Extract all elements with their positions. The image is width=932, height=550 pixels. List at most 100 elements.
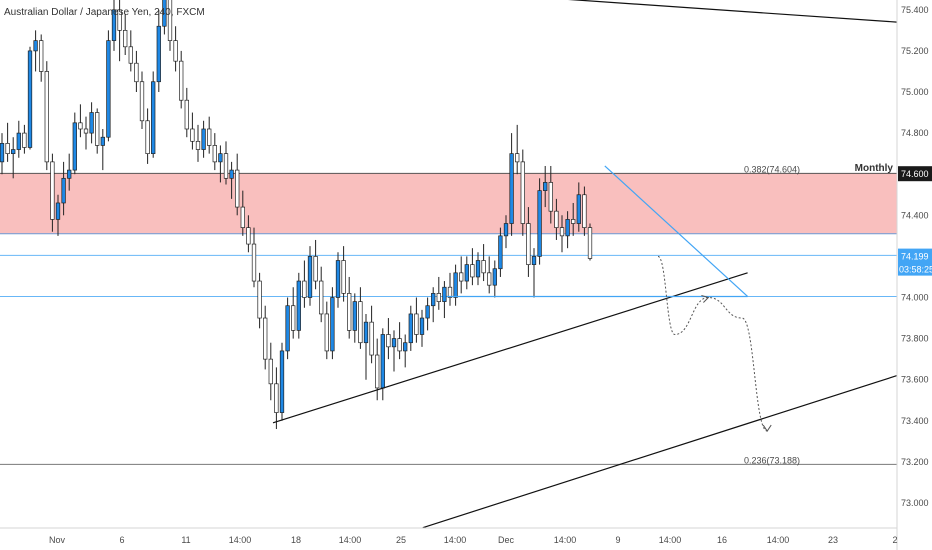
candle-body <box>509 153 514 224</box>
candle <box>218 145 223 183</box>
candle-body <box>39 40 44 72</box>
candle <box>520 149 525 236</box>
candle <box>559 215 565 253</box>
candle-body <box>347 293 352 331</box>
candle-body <box>397 338 402 352</box>
candle-body <box>554 210 559 228</box>
candle-body <box>95 112 100 146</box>
candle-body <box>587 227 593 259</box>
candle-body <box>100 136 105 146</box>
candle-body <box>436 293 441 302</box>
chart-title: Australian Dollar / Japanese Yen, 240, F… <box>4 7 205 18</box>
candle <box>72 112 77 175</box>
candle <box>167 0 173 51</box>
candle-body <box>352 301 357 331</box>
candle-body <box>408 313 413 344</box>
candle-body <box>72 122 77 171</box>
candle <box>543 165 548 208</box>
candle <box>207 116 212 154</box>
candle <box>263 305 268 370</box>
candle <box>509 133 514 236</box>
y-tick-label: 73.400 <box>901 416 929 426</box>
candle <box>481 244 486 282</box>
candle <box>16 120 21 158</box>
candle-body <box>235 169 240 208</box>
candle <box>5 122 10 162</box>
candle <box>0 133 5 175</box>
candle-body <box>22 132 27 148</box>
candle <box>100 128 105 171</box>
x-tick-label: 14:00 <box>229 535 252 545</box>
candle <box>39 34 44 82</box>
candle-body <box>50 161 55 220</box>
x-tick-label: Nov <box>49 535 66 545</box>
candle-body <box>179 60 184 101</box>
x-tick-label: 18 <box>291 535 301 545</box>
candle <box>55 194 61 236</box>
y-tick-label: 73.200 <box>901 457 929 467</box>
candle <box>61 161 66 216</box>
candle <box>240 190 245 236</box>
candle-body <box>61 177 66 204</box>
y-tick-label: 75.200 <box>901 46 929 56</box>
candle <box>223 141 229 185</box>
candlesticks <box>0 0 593 430</box>
candle <box>235 153 240 216</box>
candle-body <box>201 128 206 150</box>
candle-body <box>565 219 570 237</box>
candle <box>459 256 464 294</box>
y-tick-label: 75.400 <box>901 5 929 15</box>
candle <box>302 260 307 308</box>
candle <box>492 260 497 298</box>
candle <box>11 137 16 179</box>
candle <box>162 0 167 35</box>
candle <box>184 87 189 138</box>
candle-body <box>223 153 229 179</box>
resistance-zone <box>0 173 897 234</box>
candle <box>425 297 430 331</box>
candle <box>582 186 587 236</box>
candle <box>391 330 397 372</box>
x-tick-label: 11 <box>181 535 190 545</box>
candle-body <box>117 9 122 31</box>
candle-body <box>391 338 397 348</box>
candle-body <box>498 235 503 270</box>
candle-body <box>442 286 447 302</box>
candle <box>156 9 161 92</box>
candle <box>352 293 357 343</box>
candle <box>464 256 469 290</box>
candle-body <box>229 169 234 179</box>
candle <box>212 133 217 171</box>
x-tick-label: 14:00 <box>554 535 577 545</box>
candle <box>358 287 363 349</box>
trendline-0 <box>272 272 748 424</box>
candle-body <box>548 182 553 212</box>
candle-body <box>190 128 195 142</box>
candle-body <box>302 280 307 298</box>
current-price-label: 74.199 <box>901 252 929 262</box>
candle-body <box>134 62 139 83</box>
candle <box>380 328 385 401</box>
candle <box>475 252 481 286</box>
candle <box>403 334 408 368</box>
candle-body <box>212 145 217 163</box>
candle-body <box>425 305 430 319</box>
candle <box>195 124 201 162</box>
candle-body <box>274 383 279 413</box>
candle <box>408 305 413 351</box>
candle <box>347 276 352 339</box>
candle-body <box>492 268 497 286</box>
candle-body <box>251 243 257 282</box>
candle <box>363 313 369 380</box>
monthly-price-label: 74.600 <box>901 169 929 179</box>
candle <box>89 102 94 144</box>
candle <box>307 246 313 306</box>
x-tick-label: 14:00 <box>339 535 362 545</box>
candle-body <box>184 99 189 130</box>
candle <box>95 108 100 154</box>
candle <box>274 367 279 430</box>
candle <box>571 202 576 236</box>
candle-body <box>268 358 273 385</box>
candle-body <box>145 120 150 154</box>
